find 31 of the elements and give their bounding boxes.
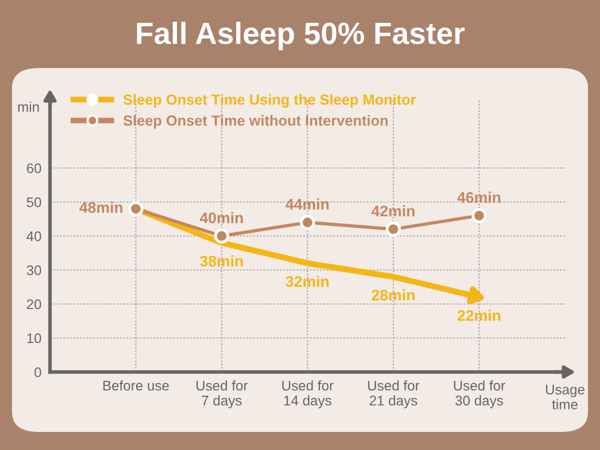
x-tick-label: Used for 7 days (196, 380, 248, 408)
data-label: 46min (457, 192, 500, 203)
x-tick-label: Used for 21 days (368, 380, 420, 408)
x-axis-title: Usage time (546, 384, 584, 410)
y-tick-label: 10 (27, 333, 42, 344)
data-label: 22min (458, 310, 500, 321)
legend-label: Sleep Onset Time without Intervention (123, 115, 388, 129)
y-tick-label: 20 (26, 299, 42, 310)
point (300, 214, 316, 230)
y-tick-label: 30 (26, 265, 42, 276)
x-tick-label: Used for 14 days (282, 380, 334, 408)
point (214, 228, 230, 244)
y-tick-label: 50 (26, 197, 42, 208)
data-label: 38min (200, 255, 243, 267)
point (128, 201, 144, 216)
data-label: 48min (79, 202, 122, 213)
y-tick-label: 0 (34, 367, 42, 378)
y-tick-label: 40 (26, 231, 42, 242)
chart-title: Fall Asleep 50% Faster (137, 22, 465, 50)
point (386, 222, 401, 237)
data-label: 40min (200, 212, 243, 224)
data-label: 28min (372, 289, 414, 301)
data-label: 32min (286, 276, 329, 287)
point (472, 208, 487, 224)
legend-label: Sleep Onset Time Using the Sleep Monitor (123, 94, 416, 108)
data-label: 42min (371, 205, 414, 216)
y-axis-title: min (18, 102, 39, 112)
x-tick-label: Before use (103, 380, 169, 391)
y-tick-label: 60 (26, 163, 42, 174)
data-label: 44min (286, 198, 329, 210)
x-tick-label: Used for 30 days (454, 380, 506, 408)
